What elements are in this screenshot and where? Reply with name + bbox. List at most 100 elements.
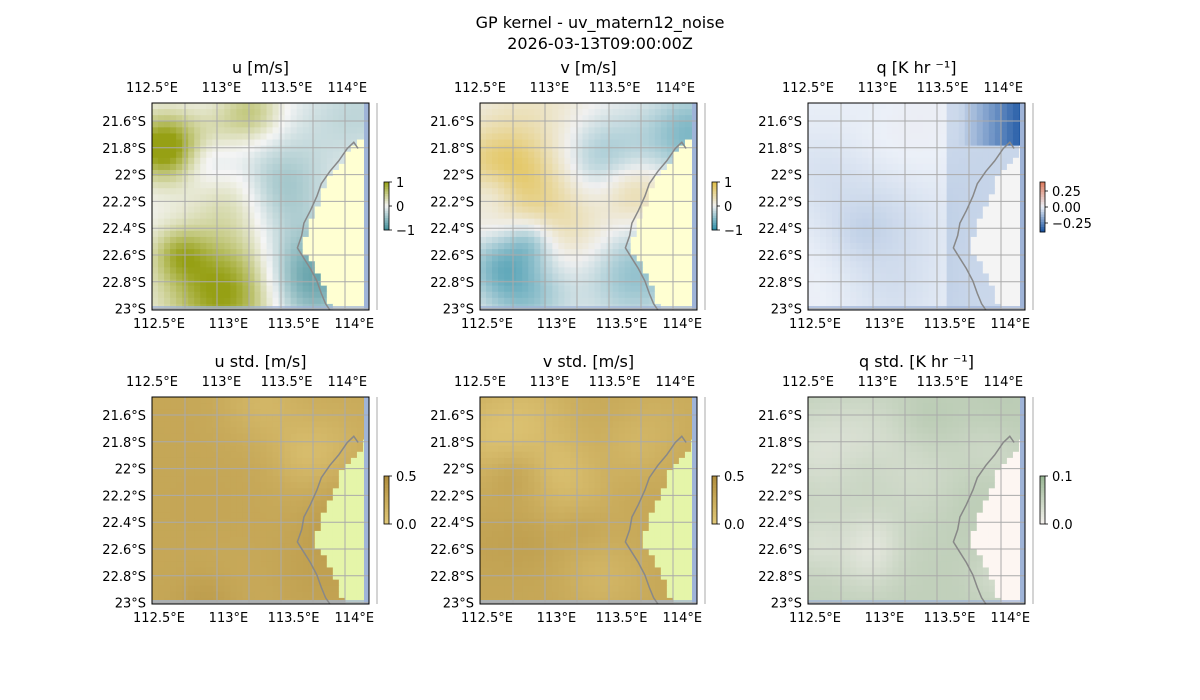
heatmap-cell (498, 255, 505, 262)
heatmap-cell (486, 279, 493, 287)
heatmap-cell (332, 218, 340, 226)
heatmap-cell (564, 297, 571, 305)
heatmap-cell (486, 163, 493, 171)
heatmap-cell (480, 206, 487, 214)
heatmap-cell (326, 500, 334, 508)
heatmap-cell (862, 157, 869, 165)
heatmap-cell (164, 457, 171, 465)
heatmap-cell (248, 273, 255, 281)
x-tick-label-top: 113°E (202, 81, 242, 96)
heatmap-cell (522, 279, 529, 287)
heatmap-cell (868, 279, 875, 287)
heatmap-cell (158, 243, 165, 250)
heatmap-cell (338, 573, 346, 581)
heatmap-cell (200, 427, 207, 435)
heatmap-cell (880, 230, 887, 238)
heatmap-cell (606, 285, 614, 293)
heatmap-cell (200, 157, 207, 165)
heatmap-cell (278, 457, 286, 465)
heatmap-cell (832, 200, 839, 207)
heatmap-cell (152, 433, 159, 441)
heatmap-cell (152, 567, 159, 575)
heatmap-cell (850, 212, 857, 220)
heatmap-cell (886, 218, 893, 226)
heatmap-cell (958, 243, 966, 250)
heatmap-cell (194, 439, 201, 447)
heatmap-cell (600, 103, 608, 110)
heatmap-cell (170, 482, 177, 489)
heatmap-cell (808, 249, 815, 256)
heatmap-cell (898, 255, 905, 262)
heatmap-cell (266, 427, 274, 435)
heatmap-cell (952, 176, 960, 183)
heatmap-cell (582, 133, 589, 141)
heatmap-cell (862, 145, 869, 153)
heatmap-cell (1006, 176, 1014, 183)
heatmap-cell (832, 176, 839, 183)
heatmap-cell (516, 157, 523, 165)
heatmap-cell (910, 212, 917, 220)
heatmap-cell (152, 403, 159, 410)
heatmap-cell (278, 476, 286, 483)
heatmap-cell (564, 291, 571, 299)
heatmap-cell (332, 549, 340, 556)
heatmap-cell (308, 476, 316, 483)
heatmap-cell (254, 206, 261, 214)
heatmap-cell (1006, 212, 1014, 220)
heatmap-cell (880, 139, 887, 147)
heatmap-cell (814, 200, 821, 207)
heatmap-cell (540, 194, 547, 201)
heatmap-cell (558, 255, 565, 262)
heatmap-cell (624, 127, 632, 134)
heatmap-cell (982, 121, 990, 128)
heatmap-cell (350, 230, 358, 238)
heatmap-cell (994, 279, 1002, 287)
heatmap-cell (302, 579, 310, 587)
heatmap-cell (534, 194, 541, 201)
heatmap-cell (260, 573, 268, 581)
heatmap-cell (254, 249, 261, 256)
heatmap-cell (600, 127, 608, 134)
heatmap-cell (928, 236, 936, 244)
heatmap-cell (320, 579, 328, 587)
heatmap-cell (654, 291, 662, 299)
heatmap-cell (188, 285, 195, 293)
heatmap-cell (534, 145, 541, 153)
heatmap-cell (206, 230, 213, 238)
heatmap-cell (152, 470, 159, 477)
heatmap-cell (522, 115, 529, 122)
heatmap-cell (296, 555, 304, 562)
heatmap-cell (648, 103, 656, 110)
heatmap-cell (218, 200, 225, 207)
heatmap-cell (898, 285, 905, 293)
heatmap-cell (152, 291, 159, 299)
heatmap-cell (260, 151, 268, 159)
heatmap-cell (672, 261, 680, 268)
heatmap-cell (278, 218, 286, 226)
heatmap-cell (988, 297, 996, 305)
heatmap-cell (964, 291, 972, 299)
heatmap-cell (630, 297, 638, 305)
heatmap-cell (314, 512, 322, 520)
heatmap-cell (1006, 157, 1014, 165)
heatmap-cell (164, 188, 171, 195)
heatmap-cell (898, 230, 905, 238)
heatmap-cell (206, 157, 213, 165)
heatmap-cell (552, 273, 559, 281)
heatmap-cell (928, 182, 936, 189)
heatmap-cell (278, 163, 286, 171)
heatmap-cell (928, 291, 936, 299)
heatmap-cell (666, 206, 674, 214)
colorbar-segment (712, 184, 717, 188)
heatmap-cell (164, 255, 171, 262)
heatmap-cell (868, 157, 875, 165)
heatmap-cell (862, 291, 869, 299)
heatmap-cell (618, 273, 626, 281)
heatmap-cell (158, 115, 165, 122)
heatmap-cell (344, 188, 352, 195)
heatmap-cell (1006, 297, 1014, 305)
heatmap-cell (988, 127, 996, 134)
heatmap-cell (176, 115, 183, 122)
heatmap-cell (844, 133, 851, 141)
heatmap-cell (504, 133, 511, 141)
